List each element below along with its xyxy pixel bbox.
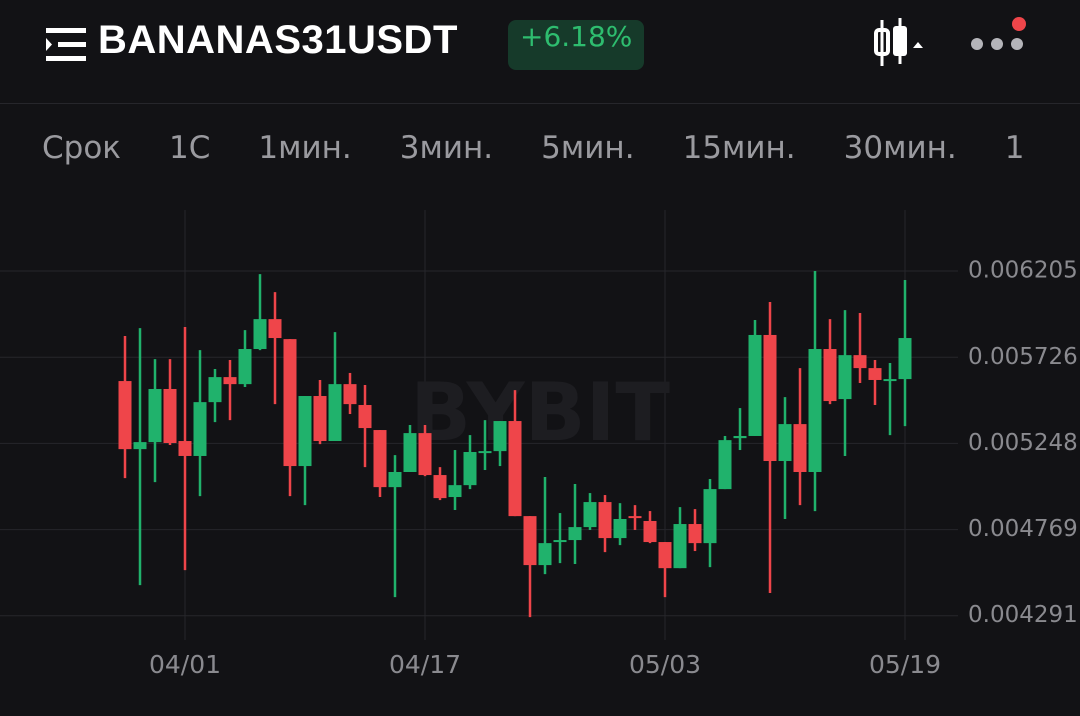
chart-type-icon[interactable] (870, 14, 930, 74)
candle-body (313, 396, 327, 442)
candle-body (628, 516, 642, 519)
candle-body (583, 502, 597, 528)
candle-body (418, 433, 432, 476)
candle-body (343, 384, 357, 405)
candle-body (748, 334, 762, 436)
candle-body (658, 542, 672, 569)
candle-body (163, 388, 177, 444)
candle-body (148, 388, 162, 443)
candle-body (223, 377, 237, 385)
candle-body (448, 485, 462, 498)
candle-body (238, 349, 252, 385)
candle-body (868, 368, 882, 380)
pair-title: BANANAS31USDT (98, 18, 458, 62)
y-tick-label: 0.006205 (968, 258, 1078, 284)
x-tick-label: 05/03 (629, 650, 701, 679)
candle-body (673, 524, 687, 569)
candle-body (403, 433, 417, 472)
candle-body (613, 518, 627, 539)
x-tick-label: 05/19 (869, 650, 941, 679)
candle-body (283, 339, 297, 467)
candle-body (538, 543, 552, 566)
tab[interactable]: 1 (1004, 130, 1025, 166)
tab[interactable]: 1мин. (258, 130, 352, 166)
tab[interactable]: 1С (169, 130, 211, 166)
candle-body (718, 440, 732, 490)
candle-body (178, 441, 192, 456)
x-tick-label: 04/01 (149, 650, 221, 679)
candle-body (463, 452, 477, 486)
divider (0, 103, 1080, 104)
change-badge: +6.18% (508, 20, 645, 70)
tab[interactable]: 5мин. (541, 130, 635, 166)
candle-body (763, 334, 777, 462)
candle-body (703, 489, 717, 544)
candle-body (793, 424, 807, 472)
y-tick-label: 0.004769 (968, 516, 1078, 542)
candle-body (118, 381, 132, 450)
tab[interactable]: Срок (42, 130, 122, 166)
candle-body (298, 396, 312, 467)
candle-body (388, 471, 402, 488)
candle-body (553, 540, 567, 543)
candle-body (898, 338, 912, 380)
candle-body (508, 421, 522, 517)
candle-body (823, 349, 837, 402)
candle-body (268, 319, 282, 339)
candle-body (778, 424, 792, 462)
candle-body (433, 475, 447, 499)
candle-body (253, 319, 267, 350)
tab[interactable]: 15мин. (682, 130, 796, 166)
menu-icon[interactable] (40, 18, 100, 78)
tab[interactable]: 30мин. (843, 130, 957, 166)
candle-body (853, 355, 867, 369)
candle-body (358, 405, 372, 429)
candle-body (193, 402, 207, 456)
candle-body (133, 442, 147, 450)
candle-body (883, 379, 897, 382)
timeframe-tabs: Срок 1С 1мин. 3мин. 5мин. 15мин. 30мин. … (42, 130, 1025, 166)
candle-body (598, 502, 612, 539)
candle-body (478, 451, 492, 454)
candle-body (208, 377, 222, 403)
candle-body (568, 527, 582, 541)
candle-body (493, 421, 507, 452)
tab[interactable]: 3мин. (399, 130, 494, 166)
candle-body (523, 516, 537, 566)
x-tick-label: 04/17 (389, 650, 461, 679)
y-tick-label: 0.005726 (968, 344, 1078, 370)
candle-body (328, 384, 342, 442)
candle-body (688, 524, 702, 544)
y-tick-label: 0.005248 (968, 430, 1078, 456)
watermark: BYBIT (410, 366, 670, 459)
candle-body (808, 349, 822, 472)
candle-body (733, 435, 747, 439)
y-tick-label: 0.004291 (968, 602, 1078, 628)
candle-body (838, 355, 852, 400)
candle-body (373, 430, 387, 488)
candle-body (643, 520, 657, 543)
more-icon[interactable] (965, 14, 1035, 64)
